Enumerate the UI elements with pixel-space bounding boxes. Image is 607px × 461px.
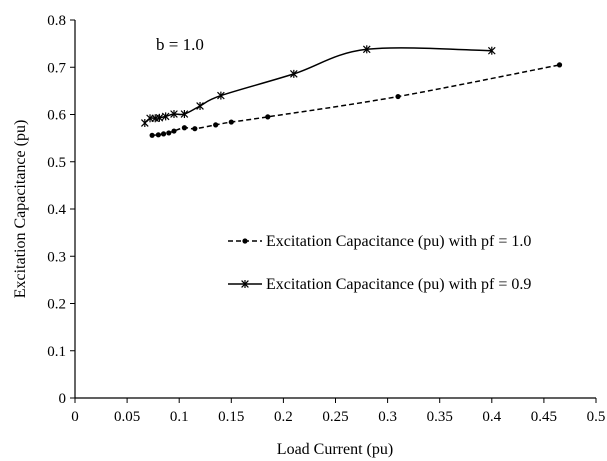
x-tick-label: 0.25	[322, 409, 348, 425]
y-ticks: 0 0.1 0.2 0.3 0.4 0.5 0.6 0.7 0.8	[47, 13, 75, 407]
y-tick-label: 0.4	[47, 202, 66, 218]
y-tick-label: 0.6	[47, 108, 66, 124]
series-1	[149, 62, 563, 138]
series-2	[140, 45, 496, 128]
data-point-star	[140, 119, 149, 128]
data-point-dot	[242, 238, 248, 244]
y-tick-label: 0.5	[47, 155, 66, 171]
data-point-dot	[166, 130, 172, 136]
data-point-star	[289, 69, 298, 78]
legend-label: Excitation Capacitance (pu) with pf = 0.…	[266, 276, 531, 293]
data-point-dot	[149, 132, 155, 138]
series-layer	[140, 45, 563, 138]
data-point-star	[196, 101, 204, 110]
data-point-star	[217, 91, 225, 100]
x-tick-label: 0.3	[378, 409, 397, 425]
y-tick-label: 0	[59, 391, 67, 407]
x-tick-label: 0.2	[274, 409, 293, 425]
y-axis-label: Excitation Capacitance (pu)	[12, 120, 29, 299]
x-axis-label: Load Current (pu)	[277, 441, 393, 458]
x-tick-label: 0.15	[218, 409, 244, 425]
series-line	[144, 47, 492, 124]
data-point-dot	[265, 114, 271, 120]
data-point-dot	[171, 128, 177, 134]
data-point-star	[170, 110, 178, 119]
data-point-dot	[181, 125, 188, 131]
data-point-dot	[160, 131, 167, 137]
data-point-dot	[395, 93, 401, 100]
y-tick-label: 0.8	[47, 13, 66, 29]
data-point-dot	[213, 122, 219, 128]
x-tick-label: 0.05	[114, 409, 140, 425]
data-point-star	[241, 280, 249, 288]
x-tick-label: 0.35	[427, 409, 453, 425]
y-tick-label: 0.3	[47, 249, 66, 265]
data-point-dot	[228, 119, 234, 125]
x-tick-label: 0.4	[482, 409, 501, 425]
y-tick-label: 0.1	[47, 344, 66, 360]
x-tick-label: 0.45	[531, 409, 557, 425]
legend-entry: Excitation Capacitance (pu) with pf = 1.…	[228, 233, 531, 250]
data-point-star	[161, 112, 170, 121]
legend-entry: Excitation Capacitance (pu) with pf = 0.…	[228, 276, 531, 293]
axes	[74, 20, 596, 399]
data-point-star	[487, 46, 496, 55]
y-tick-label: 0.7	[47, 60, 66, 76]
legend: Excitation Capacitance (pu) with pf = 1.…	[228, 233, 531, 293]
x-tick-label: 0	[71, 409, 79, 425]
legend-label: Excitation Capacitance (pu) with pf = 1.…	[266, 233, 531, 250]
data-point-star	[155, 113, 164, 122]
data-point-dot	[556, 62, 563, 68]
x-tick-label: 0.1	[170, 409, 189, 425]
data-point-star	[180, 110, 189, 119]
x-ticks: 0 0.05 0.1 0.15 0.2 0.25 0.3 0.35 0.4 0.45 0.5	[71, 398, 605, 425]
data-point-star	[362, 45, 371, 54]
y-tick-label: 0.2	[47, 297, 66, 313]
data-point-dot	[155, 132, 161, 138]
x-tick-label: 0.5	[587, 409, 606, 425]
data-point-dot	[192, 126, 198, 132]
annotation-b: b = 1.0	[156, 35, 204, 54]
